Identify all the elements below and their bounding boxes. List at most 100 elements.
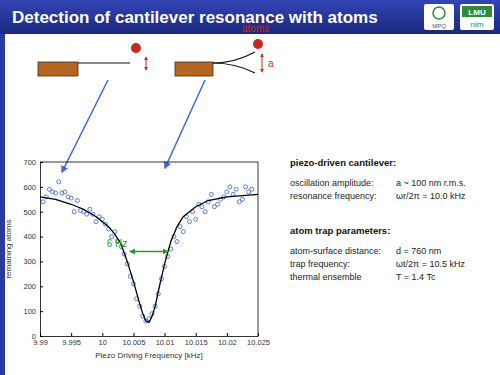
logo-lmu-box [462,6,492,17]
amplitude-arrow [262,54,263,72]
y-tick-label: 600 [23,183,36,192]
logo-mpq-bg [424,4,454,30]
amplitude-label: a [268,58,274,69]
parameter-panel: piezo-driven cantilever:oscillation ampl… [290,157,466,282]
panel-label: oscillation amplitude: [290,178,374,188]
y-tick-label: 700 [23,158,36,167]
data-point [250,187,254,191]
data-point [57,180,61,184]
side-strip [0,34,5,375]
logo-mpq-mark [433,7,445,19]
y-tick: 600 [23,183,43,192]
x-axis-line [41,336,259,337]
y-tick-label: 300 [23,257,36,266]
panel-label: atom-surface distance: [290,246,381,256]
y-tick-label: 500 [23,208,36,217]
y-tick: 200 [23,282,43,291]
y-axis: 0 100 200 300 400 500 600 700 [23,158,43,341]
y-tick-mark [40,311,43,312]
data-point [41,200,45,204]
x-tick: 10.005 [122,333,145,347]
diagram: atoms a [38,23,274,172]
x-tick: 10.01 [156,333,175,347]
y-tick-mark [40,336,43,337]
data-point [200,205,204,209]
x-tick-mark [71,333,72,336]
data-point [228,185,232,189]
x-tick-label: 10.005 [122,338,145,347]
data-point [181,230,185,234]
logo-mpq-text: MPQ [432,23,446,29]
y-tick-mark [40,237,43,238]
x-tick-label: 9.995 [62,338,81,347]
y-tick: 500 [23,208,43,217]
slide-title: Detection of cantilever resonance with a… [12,8,378,27]
fit-line [40,194,258,322]
atoms-label: atoms [242,23,269,34]
cantilever [213,63,255,73]
y-tick: 100 [23,307,43,316]
x-axis: 9.999.9951010.00510.0110.01510.0210.025 [33,333,270,347]
cantilever-base [175,62,213,76]
data-point [85,212,89,216]
x-tick-label: 10.02 [218,338,237,347]
frame [40,162,258,163]
x-tick-mark [165,333,166,336]
x-tick: 9.995 [62,333,81,347]
y-tick-mark [40,187,43,188]
atom-cloud [131,43,141,53]
data-point [69,196,73,200]
x-tick-label: 10.01 [156,338,175,347]
y-tick: 700 [23,158,43,167]
annotation-label: 6 Hz [107,238,128,249]
panel-value: d = 760 nm [396,246,441,256]
data-point [194,217,198,221]
panel-value: ωr/2π = 10.0 kHz [396,191,466,201]
logo-lmu-text: LMU [468,8,486,17]
x-tick: 10.02 [218,333,237,347]
width-arrow [130,251,167,253]
panel-label: resonance frequency: [290,191,377,201]
data-point [240,197,244,201]
header-bar [0,0,500,34]
chart: 9.999.9951010.00510.0110.01510.0210.0250… [4,158,270,360]
panel-value: a ~ 100 nm r.m.s. [396,178,466,188]
data-point [187,220,191,224]
oscillation-arrow [146,57,147,70]
data-point [72,210,76,214]
panel-label: trap frequency: [290,259,350,269]
data-point [63,190,67,194]
x-tick-mark [227,333,228,336]
y-tick-label: 0 [32,332,36,341]
data-point [178,225,182,229]
y-tick-mark [40,261,43,262]
y-tick: 400 [23,232,43,241]
x-tick: 10.025 [247,333,270,347]
x-tick-label: 10.025 [247,338,270,347]
data-point [209,192,213,196]
y-tick-mark [40,212,43,213]
data-point [244,185,248,189]
panel-value: ωt/2π = 10.5 kHz [396,259,466,269]
logos: MPQLMUnim [424,4,494,30]
slide: Detection of cantilever resonance with a… [0,0,500,375]
panel-value: T = 1.4 Tc [396,272,436,282]
data-point [234,187,238,191]
y-axis-line [40,163,41,337]
cantilever-base [38,62,78,76]
data-point [225,190,229,194]
x-tick: 10.015 [185,333,208,347]
data-point [94,220,98,224]
y-tick-label: 200 [23,282,36,291]
y-tick-label: 100 [23,307,36,316]
cantilever [213,52,255,63]
data-point [216,202,220,206]
x-tick: 10 [99,333,107,347]
frame [258,162,259,336]
x-axis-title: Piezo Driving Frequency [kHz] [95,351,203,360]
x-tick-mark [196,333,197,336]
data-point [54,191,58,195]
y-tick: 300 [23,257,43,266]
x-tick-mark [258,333,259,336]
panel-heading: atom trap parameters: [290,225,390,236]
